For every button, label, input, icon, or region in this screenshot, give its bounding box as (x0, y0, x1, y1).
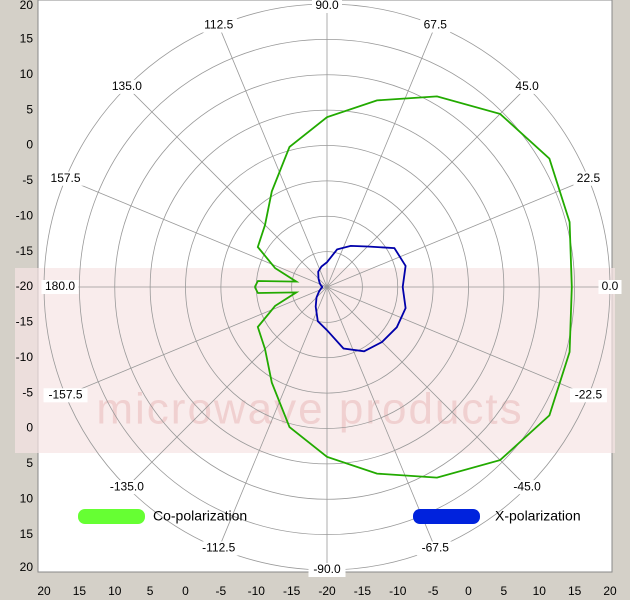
grid-spoke (326, 286, 589, 396)
legend-swatch (413, 509, 480, 524)
angle-label-bg (196, 541, 241, 556)
y-tick-label: -15 (16, 315, 34, 329)
angle-label: -45.0 (513, 479, 541, 493)
angle-label-bg (508, 480, 546, 495)
angle-label-bg (108, 79, 146, 94)
y-tick-label: -20 (16, 279, 34, 293)
angle-label-bg (104, 480, 149, 495)
grid-spoke (65, 178, 328, 288)
angle-label: 112.5 (204, 18, 233, 32)
grid-spoke (326, 178, 589, 288)
watermark-text: microwave products (96, 385, 523, 434)
angle-label: -112.5 (202, 541, 235, 555)
angle-label-bg (598, 280, 622, 294)
y-tick-label: 5 (26, 456, 33, 470)
y-tick-label: 5 (26, 102, 33, 116)
y-tick-label: -15 (16, 244, 34, 258)
y-tick-label: -5 (22, 385, 33, 399)
y-tick-label: -10 (16, 208, 34, 222)
x-tick-label: 20 (603, 584, 617, 598)
grid-spoke (126, 286, 328, 488)
angle-label: 135.0 (112, 79, 142, 93)
grid-spoke (326, 286, 436, 549)
x-tick-label: -5 (428, 584, 439, 598)
angle-label: 157.5 (51, 171, 81, 185)
x-tick-label: -15 (354, 584, 372, 598)
x-tick-label: 20 (37, 584, 51, 598)
angle-label: 45.0 (515, 79, 539, 93)
x-tick-label: 10 (533, 584, 547, 598)
grid-spoke (326, 86, 528, 288)
y-tick-label: 15 (20, 527, 34, 541)
x-tick-label: 5 (147, 584, 154, 598)
x-tick-label: 0 (182, 584, 189, 598)
angle-label: -135.0 (110, 479, 144, 493)
grid-spoke (326, 286, 528, 488)
x-tick-label: 0 (465, 584, 472, 598)
angle-label-bg (416, 541, 454, 556)
angle-label-bg (43, 388, 88, 403)
angle-label: 0.0 (602, 279, 619, 293)
legend-label: X-polarization (495, 508, 581, 524)
x-tick-label: -10 (248, 584, 266, 598)
angle-label-bg (569, 388, 607, 403)
grid-spoke (326, 25, 436, 288)
x-tick-label: -15 (283, 584, 301, 598)
angle-label-bg (200, 18, 238, 33)
legend-label: Co-polarization (153, 508, 247, 524)
grid-spoke (126, 86, 328, 288)
angle-label-bg (312, 0, 342, 13)
angle-label-bg (47, 171, 85, 186)
y-tick-label: 20 (20, 560, 34, 574)
angle-label: 22.5 (577, 171, 601, 185)
x-tick-label: 15 (568, 584, 582, 598)
x-tick-label: -5 (216, 584, 227, 598)
grid-spoke (218, 25, 328, 288)
x-tick-label: -10 (389, 584, 407, 598)
angle-label: 67.5 (424, 18, 448, 32)
y-tick-label: 10 (20, 491, 34, 505)
x-tick-label: 15 (73, 584, 87, 598)
y-tick-label: -5 (22, 173, 33, 187)
angle-label: -157.5 (49, 387, 83, 401)
y-tick-label: 0 (26, 138, 33, 152)
series-line (314, 244, 407, 353)
angle-label-bg (573, 171, 604, 186)
x-tick-label: 5 (501, 584, 508, 598)
angle-label: -90.0 (313, 562, 341, 576)
angle-label-bg (512, 79, 543, 94)
x-tick-label: 10 (108, 584, 122, 598)
y-tick-label: 15 (20, 32, 34, 46)
x-tick-label: -20 (318, 584, 336, 598)
y-tick-label: 20 (20, 0, 34, 12)
angle-label: 90.0 (315, 0, 339, 12)
grid-spoke (218, 286, 328, 549)
legend-swatch (78, 509, 145, 524)
angle-label: -67.5 (422, 541, 450, 555)
angle-label: -22.5 (575, 387, 603, 401)
series-line (254, 95, 573, 479)
angle-label: 180.0 (45, 279, 75, 293)
y-tick-label: 10 (20, 67, 34, 81)
angle-label-bg (41, 280, 79, 294)
grid-spoke (65, 286, 328, 396)
angle-label-bg (420, 18, 451, 33)
y-tick-label: -10 (16, 350, 34, 364)
y-tick-label: 0 (26, 421, 33, 435)
angle-label-bg (308, 563, 346, 577)
